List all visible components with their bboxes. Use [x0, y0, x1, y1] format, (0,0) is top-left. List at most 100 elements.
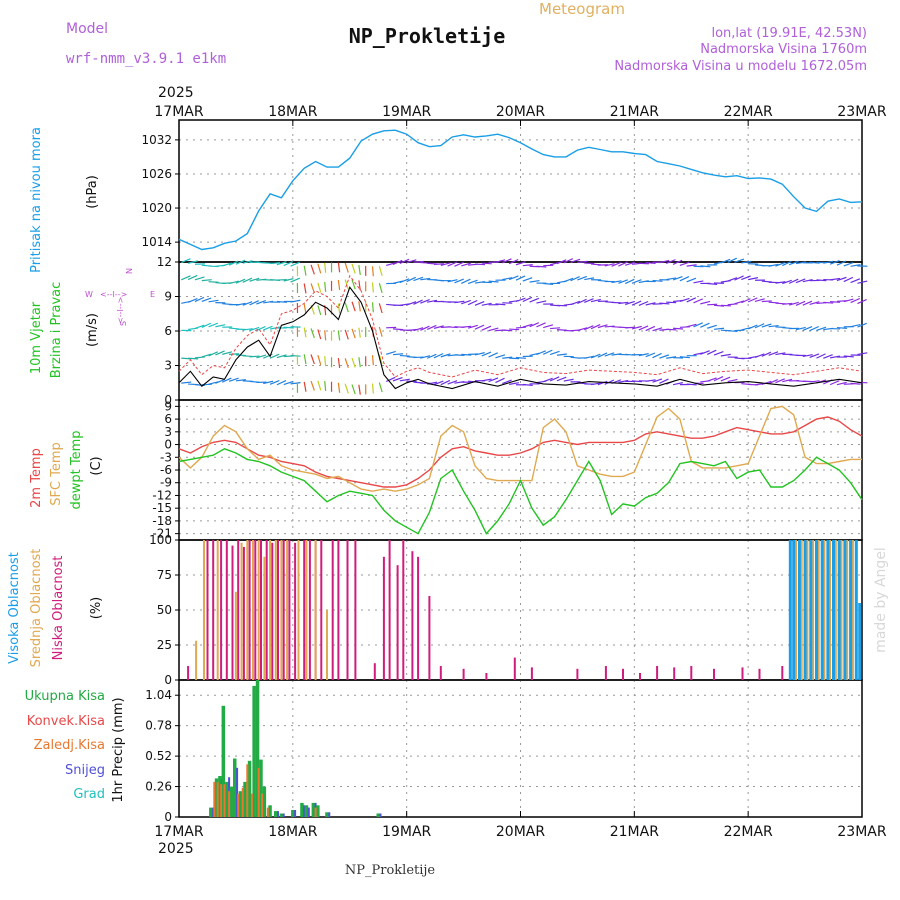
wind-arrow — [228, 280, 239, 285]
wind-arrow — [843, 276, 854, 283]
low-cloud-bar — [288, 540, 291, 680]
wind-arrow — [201, 322, 212, 329]
wind-arrow — [597, 352, 608, 358]
low-cloud-bar — [439, 666, 442, 680]
total-precip-bar — [279, 813, 284, 817]
wind-arrow — [488, 352, 498, 358]
wind-arrow — [242, 277, 253, 283]
wind-arrow — [618, 279, 628, 284]
wind-arrow — [420, 325, 430, 331]
wind-arrow — [775, 352, 786, 356]
mid-cloud-bar — [195, 640, 198, 680]
total-precip-bar — [225, 781, 229, 817]
low-cloud-bar — [485, 673, 488, 680]
wind-arrow — [802, 300, 813, 306]
low-cloud-bar — [346, 540, 349, 680]
wind-arrow — [782, 279, 792, 285]
low-cloud-bar — [220, 540, 223, 680]
lonlat-info: lon,lat (19.91E, 42.53N) — [711, 26, 867, 41]
wind-arrow — [208, 299, 219, 303]
wind-arrow — [707, 282, 718, 285]
legend-frozen-precip: Zaledj.Kisa — [34, 738, 105, 753]
high-cloud-bar — [843, 540, 847, 680]
wind-arrow — [283, 380, 294, 386]
wind-arrow — [433, 353, 444, 359]
total-precip-bar — [300, 802, 304, 817]
wind-arrow — [283, 278, 294, 282]
wind-arrow — [631, 279, 642, 284]
wind-arrow — [666, 356, 677, 359]
low-cloud-bar — [741, 667, 744, 680]
wind-arrow — [549, 376, 560, 382]
wind-arrow — [782, 260, 792, 267]
snow-precip-bar — [277, 811, 279, 817]
wind-arrow — [652, 378, 663, 383]
x-tick-label-bottom: 18MAR — [268, 824, 317, 840]
y-tick-label: 75 — [157, 568, 172, 582]
pressure-left-label: Pritisak na nivou mora — [29, 127, 44, 273]
mid-cloud-bar — [246, 540, 249, 680]
low-cloud-bar — [337, 540, 340, 680]
wind-arrow — [645, 325, 656, 332]
wind-arrow — [604, 352, 615, 357]
cloud-unit-label: (%) — [89, 597, 104, 620]
wind-arrow — [461, 278, 471, 284]
wind-arrow — [508, 275, 519, 281]
total-precip-bar — [255, 680, 260, 817]
low-cloud-bar — [248, 540, 251, 680]
wind-arrow — [188, 357, 199, 360]
mid-cloud-bar — [795, 540, 797, 680]
model-label: Model — [66, 21, 108, 37]
y-tick-label: 3 — [164, 425, 172, 439]
frozen-precip-bar — [213, 781, 216, 817]
wind-arrow — [522, 264, 533, 267]
wind-arrow — [406, 276, 416, 283]
wind-arrow — [666, 328, 677, 331]
total-precip-bar — [221, 705, 226, 817]
wind-arrow — [857, 352, 868, 356]
wind-arrow — [406, 301, 417, 306]
total-precip-bar — [325, 812, 329, 817]
wind-arrow — [509, 382, 520, 385]
snow-precip-bar — [379, 813, 382, 817]
wind-arrow — [638, 325, 649, 331]
wind-arrow — [788, 278, 799, 284]
high-cloud-bar — [792, 540, 796, 680]
wind-arrow — [481, 302, 492, 306]
wind-arrow — [659, 302, 670, 305]
wind-arrow — [584, 298, 594, 304]
wind-arrow — [310, 264, 315, 275]
wind-arrow — [584, 355, 595, 359]
wind-arrow — [850, 323, 861, 328]
mid-cloud-bar — [269, 540, 272, 680]
wind-arrow — [549, 350, 560, 356]
wind-arrow — [556, 353, 567, 356]
wind-arrow — [399, 354, 410, 357]
mid-cloud-bar — [263, 556, 266, 680]
chart-title: NP_Prokletije — [349, 24, 506, 48]
frozen-precip-bar — [228, 791, 231, 817]
low-cloud-bar — [656, 666, 659, 680]
wind-arrow — [303, 327, 307, 338]
wind-arrow — [317, 355, 322, 365]
y-tick-label: -3 — [160, 450, 172, 464]
wind-arrow — [795, 326, 806, 331]
wind-arrow — [413, 299, 423, 305]
x-tick-label-top: 18MAR — [268, 104, 317, 120]
wind-arrow — [351, 301, 356, 312]
wind-arrow — [857, 280, 868, 284]
wind-arrow — [788, 260, 799, 266]
wind-arrow — [713, 327, 725, 330]
temp2m-left-label: 2m Temp — [29, 448, 44, 508]
low-cloud-bar — [187, 666, 190, 680]
wind-arrow — [344, 329, 349, 340]
precip-unit-label: 1hr Precip (mm) — [111, 697, 126, 802]
wind-arrow — [850, 297, 861, 304]
low-cloud-bar — [396, 565, 399, 680]
wind-arrow — [550, 327, 561, 330]
wind-arrow — [461, 299, 471, 305]
wind-arrow — [604, 263, 615, 267]
wind-arrow — [543, 377, 553, 383]
wind-arrow — [679, 297, 690, 303]
wind-arrow — [242, 301, 253, 306]
